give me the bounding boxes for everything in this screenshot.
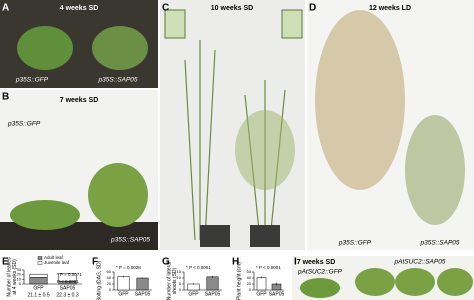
panel-title: 7 weeks SD (60, 97, 99, 104)
plant (235, 110, 295, 190)
plant (405, 115, 465, 225)
legend-label: Juvenile leaf (44, 260, 70, 265)
genotype-label: p35S::GFP (7, 121, 41, 128)
total-label: 21.1 ± 0.5 (27, 292, 49, 298)
panel-letter: A (2, 3, 9, 14)
annotation: P < 0.0001 (57, 279, 79, 284)
x-tick-label: GFP (256, 291, 267, 297)
plant (355, 268, 395, 296)
plant (300, 278, 340, 298)
y-axis-label: at 4 weeks (SD) (12, 259, 18, 295)
annotation: * P = 0.0071 (57, 272, 82, 277)
y-tick-label: 0 (249, 287, 252, 292)
y-tick-label: 20 (107, 281, 112, 286)
inset (164, 9, 186, 39)
panel-title: 12 weeks LD (369, 5, 411, 12)
pot (250, 225, 280, 247)
plant (315, 10, 405, 190)
plant (17, 26, 73, 70)
y-axis-label: Number of lateral (166, 262, 172, 300)
pot (200, 225, 230, 247)
bar (136, 277, 149, 291)
y-tick-label: 40 (247, 275, 252, 280)
bar (117, 276, 130, 291)
panel-letter: H (232, 257, 239, 268)
panel-letter: E (2, 257, 9, 268)
y-axis-label: Plant height (cm) (236, 262, 242, 300)
y-axis-label: Bolting (DAG, SD) (96, 260, 102, 300)
y-tick-label: 60 (247, 269, 252, 274)
genotype-label: pAtSUC2::GFP (297, 269, 343, 276)
y-tick-label: 15 (177, 269, 182, 274)
y-tick-label: 0 (109, 287, 112, 292)
y-tick-label: 5 (179, 281, 182, 286)
total-label: 22.3 ± 0.3 (56, 292, 78, 298)
panel-letter: I (294, 257, 297, 268)
annotation: * P < 0.0001 (186, 265, 211, 270)
panel-letter: C (162, 3, 169, 14)
panel-letter: G (162, 257, 170, 268)
y-tick-label: 20 (247, 281, 252, 286)
y-tick-label: 10 (17, 276, 22, 281)
x-tick-label: GFP (188, 291, 199, 297)
bar-segment (29, 277, 48, 285)
y-tick-label: 60 (107, 269, 112, 274)
genotype-label: p35S::SAP05 (110, 237, 150, 244)
y-axis-label: Number of leaves (6, 257, 12, 297)
y-tick-label: 20 (17, 272, 22, 277)
legend-swatch (37, 261, 43, 265)
x-tick-label: SAP05 (135, 291, 151, 297)
x-tick-label: SAP05 (60, 285, 76, 291)
plant (437, 268, 473, 296)
genotype-label: p35S::GFP (15, 77, 49, 84)
plant (88, 163, 148, 227)
x-tick-label: GFP (118, 291, 129, 297)
panel-letter: F (92, 257, 98, 268)
genotype-label: pAtSUC2::SAP05 (394, 259, 446, 266)
y-tick-label: 0 (179, 287, 182, 292)
y-tick-label: 0 (19, 281, 22, 286)
genotype-label: p35S::SAP05 (419, 240, 459, 247)
bar-segment (29, 273, 48, 278)
legend-swatch (37, 256, 43, 260)
bar (206, 276, 219, 291)
annotation: * P = 0.0028 (116, 265, 141, 270)
y-axis-label: shoots (SD) (172, 267, 178, 294)
panel-letter: B (2, 92, 9, 103)
x-tick-label: SAP05 (269, 291, 285, 297)
y-tick-label: 40 (107, 275, 112, 280)
inset (281, 9, 303, 39)
x-tick-label: GFP (33, 285, 44, 291)
panel-title: 4 weeks SD (60, 5, 99, 12)
genotype-label: p35S::GFP (338, 240, 372, 247)
bar (187, 283, 200, 291)
genotype-label: p35S::SAP05 (97, 77, 137, 84)
plant (92, 26, 148, 70)
panel-title: 10 weeks SD (211, 5, 253, 12)
plant (10, 200, 80, 230)
bar (256, 277, 267, 291)
legend-label: Adult leaf (44, 255, 64, 260)
y-tick-label: 10 (177, 275, 182, 280)
plant (395, 268, 435, 296)
annotation: * P < 0.0001 (256, 265, 281, 270)
panel-letter: D (309, 3, 316, 14)
x-tick-label: SAP05 (205, 291, 221, 297)
panel-title: 7 weeks SD (297, 259, 336, 266)
bar-segment (58, 273, 77, 282)
y-tick-label: 30 (17, 267, 22, 272)
